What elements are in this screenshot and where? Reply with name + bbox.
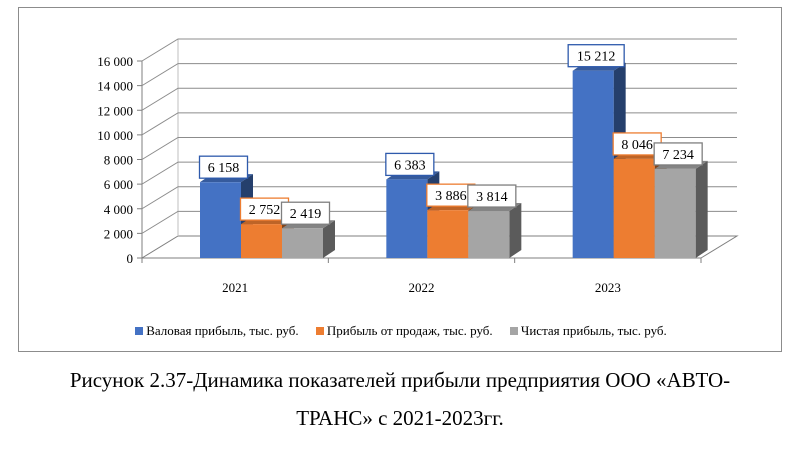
gridline xyxy=(141,137,737,160)
legend-swatch-sales-profit xyxy=(315,327,324,335)
svg-text:3 886: 3 886 xyxy=(435,189,467,204)
svg-text:8 046: 8 046 xyxy=(621,138,653,153)
data-label-2021-series-2: 2 752 xyxy=(239,197,290,221)
gridline xyxy=(141,63,737,87)
legend-swatch-gross-profit xyxy=(135,327,144,335)
y-tick-label: 0 xyxy=(127,251,134,266)
y-tick-label: 10 000 xyxy=(97,128,133,143)
y-tick-label: 6 000 xyxy=(104,177,133,192)
legend: Валовая прибыль, тыс. руб. Прибыль от пр… xyxy=(19,323,783,339)
legend-item-sales-profit: Прибыль от продаж, тыс. руб. xyxy=(315,323,493,339)
svg-text:3 814: 3 814 xyxy=(476,190,508,205)
data-label-2023-series-2: 8 046 xyxy=(612,132,662,156)
bar-2022-series-3 xyxy=(468,203,522,258)
data-label-2021-series-3: 2 419 xyxy=(280,201,331,225)
bars xyxy=(200,62,708,258)
gridline xyxy=(141,161,737,185)
svg-text:2 419: 2 419 xyxy=(290,207,322,222)
svg-text:2 752: 2 752 xyxy=(249,203,281,218)
x-axis-ticks: 2021 2022 2023 xyxy=(141,258,702,295)
gridline xyxy=(141,87,737,111)
y-tick-label: 14 000 xyxy=(97,79,133,94)
y-tick-label: 12 000 xyxy=(97,103,133,118)
gridline xyxy=(141,112,737,136)
data-labels: 6 158 2 752 2 419 6 383 3 886 3 814 15 212 8 04… xyxy=(198,44,703,225)
legend-label: Прибыль от продаж, тыс. руб. xyxy=(326,323,493,338)
gridline xyxy=(141,38,737,62)
figure-caption-line-1: Рисунок 2.37-Динамика показателей прибыл… xyxy=(69,368,731,392)
x-tick-label: 2021 xyxy=(222,280,248,295)
bar-2021-series-3 xyxy=(282,220,335,258)
gridline xyxy=(141,186,737,210)
y-tick-label: 16 000 xyxy=(97,54,133,69)
y-tick-label: 2 000 xyxy=(104,226,133,241)
svg-text:6 383: 6 383 xyxy=(394,158,426,173)
legend-label: Валовая прибыль, тыс. руб. xyxy=(146,323,299,338)
data-label-2023-series-1: 15 212 xyxy=(567,44,625,68)
legend-item-gross-profit: Валовая прибыль, тыс. руб. xyxy=(135,323,299,339)
x-tick-label: 2022 xyxy=(409,280,435,295)
y-tick-label: 8 000 xyxy=(104,153,133,168)
gridline xyxy=(141,210,737,234)
bar-2023-series-3 xyxy=(654,160,708,258)
y-axis-ticks: 0 2 000 4 000 6 000 8 000 10 000 12 000 14 000 1… xyxy=(97,54,142,266)
x-tick-label: 2023 xyxy=(595,280,621,295)
data-label-2023-series-3: 7 234 xyxy=(653,142,703,166)
legend-item-net-profit: Чистая прибыль, тыс. руб. xyxy=(509,323,667,339)
svg-text:7 234: 7 234 xyxy=(662,148,694,163)
legend-label: Чистая прибыль, тыс. руб. xyxy=(520,323,667,338)
data-label-2022-series-3: 3 814 xyxy=(467,184,517,208)
y-tick-label: 4 000 xyxy=(104,202,133,217)
data-label-2021-series-1: 6 158 xyxy=(198,155,249,179)
figure-caption-line-2: ТРАНС» с 2021-2023гг. xyxy=(296,406,504,430)
legend-swatch-net-profit xyxy=(509,327,518,335)
gridlines xyxy=(141,38,737,234)
data-label-2022-series-1: 6 383 xyxy=(385,152,435,177)
svg-text:15 212: 15 212 xyxy=(577,50,616,65)
svg-text:6 158: 6 158 xyxy=(208,161,240,176)
chart-frame: 0 2 000 4 000 6 000 8 000 10 000 12 000 14 000 1… xyxy=(18,7,782,352)
chart-plot: 0 2 000 4 000 6 000 8 000 10 000 12 000 14 000 1… xyxy=(97,38,739,295)
